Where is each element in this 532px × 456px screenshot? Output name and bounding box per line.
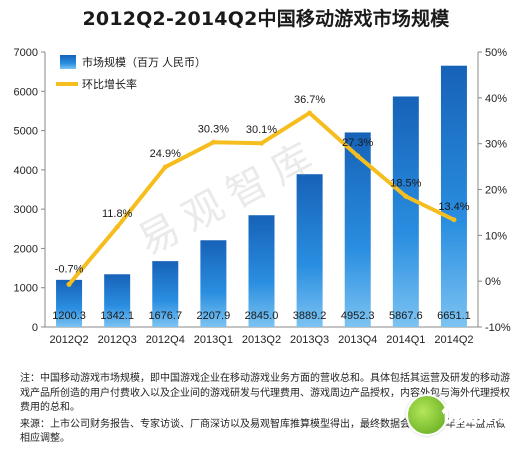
bar [296,174,323,327]
footnote-source: 来源：上市公司财务报告、专家访谈、厂商深访以及易观智库推算模型得出，最终数据会在… [20,418,506,445]
y-right-tick-label: 50% [485,47,507,59]
x-tick-label: 2013Q2 [242,334,281,346]
y-left-tick-label: 0 [32,322,38,334]
growth-rate-point [259,140,264,146]
y-left-tick-label: 7000 [14,47,38,59]
bar-value-label: 1200.3 [52,310,86,322]
growth-rate-point [355,153,361,159]
bar-value-label: 2207.9 [197,310,231,322]
y-right-tick-label: 40% [485,93,507,105]
legend-line-label: 环比增长率 [82,77,137,91]
bar [392,96,419,327]
y-right-tick-label: 10% [485,230,507,242]
bar [104,274,131,327]
x-tick-label: 2012Q4 [146,334,185,346]
bar [248,215,275,327]
bar [200,240,227,327]
bar-value-label: 1342.1 [100,310,134,322]
bar-value-label: 4952.3 [341,310,375,322]
growth-rate-label: 18.5% [390,177,421,189]
bar-value-label: 6651.1 [437,310,471,322]
x-tick-label: 2013Q3 [290,334,329,346]
growth-rate-point [162,164,168,170]
growth-rate-label: 13.4% [438,201,469,213]
bar [152,261,179,327]
x-tick-label: 2013Q1 [194,334,233,346]
y-left-tick-label: 3000 [14,204,38,216]
bar-value-label: 2845.0 [245,310,279,322]
growth-rate-point [114,224,120,230]
y-right-tick-label: 0% [485,276,501,288]
x-tick-label: 2014Q2 [434,334,473,346]
footnote-definition: 注：中国移动游戏市场规模，即中国游戏企业在移动游戏业务方面的营收总和。具体包括其… [20,373,510,413]
y-left-tick-label: 2000 [14,243,38,255]
growth-rate-label: 24.9% [150,148,181,160]
growth-rate-label: 30.1% [246,124,277,136]
site-logo: 优游网 [406,392,518,436]
growth-rate-point [451,217,457,223]
footnotes: 注：中国移动游戏市场规模，即中国游戏企业在移动游戏业务方面的营收总和。具体包括其… [20,372,510,449]
logo-circle-icon [406,394,448,436]
chart-title: 2012Q2-2014Q2中国移动游戏市场规模 [82,8,450,30]
chart-canvas: 0 1000 2000 3000 4000 5000 6000 7000 -10% 0% 10% 20… [14,47,511,346]
y-right-tick-label: -10% [485,322,511,334]
growth-rate-label: 11.8% [102,208,133,220]
y-right-tick-label: 30% [485,139,507,151]
growth-rate-point [307,110,313,116]
bar-value-label: 3889.2 [293,310,327,322]
growth-rate-label: 27.3% [342,137,373,149]
x-tick-label: 2012Q3 [98,334,137,346]
y-right-tick-label: 20% [485,185,507,197]
bar [56,279,83,327]
growth-rate-point [210,139,216,145]
x-tick-label: 2012Q2 [49,334,88,346]
x-tick-label: 2013Q4 [338,334,377,346]
y-left-tick-label: 5000 [14,126,38,138]
growth-rate-point [66,281,72,287]
y-left-tick-label: 1000 [14,283,38,295]
x-tick-label: 2014Q1 [386,334,425,346]
bar-value-label: 1676.7 [148,310,182,322]
growth-rate-label: -0.7% [55,263,84,275]
y-left-tick-label: 4000 [14,165,38,177]
bar [440,65,467,327]
y-left-tick-label: 6000 [14,86,38,98]
legend-bar-label: 市场规模（百万 人民币） [82,55,206,69]
growth-rate-point [403,193,409,199]
logo-word: 优游网 [441,402,509,428]
legend-bar-swatch [60,55,76,69]
legend: 市场规模（百万 人民币） 环比增长率 [56,55,206,91]
growth-rate-label: 30.3% [198,123,229,135]
growth-rate-label: 36.7% [294,94,325,106]
bar-value-label: 5867.6 [389,310,423,322]
